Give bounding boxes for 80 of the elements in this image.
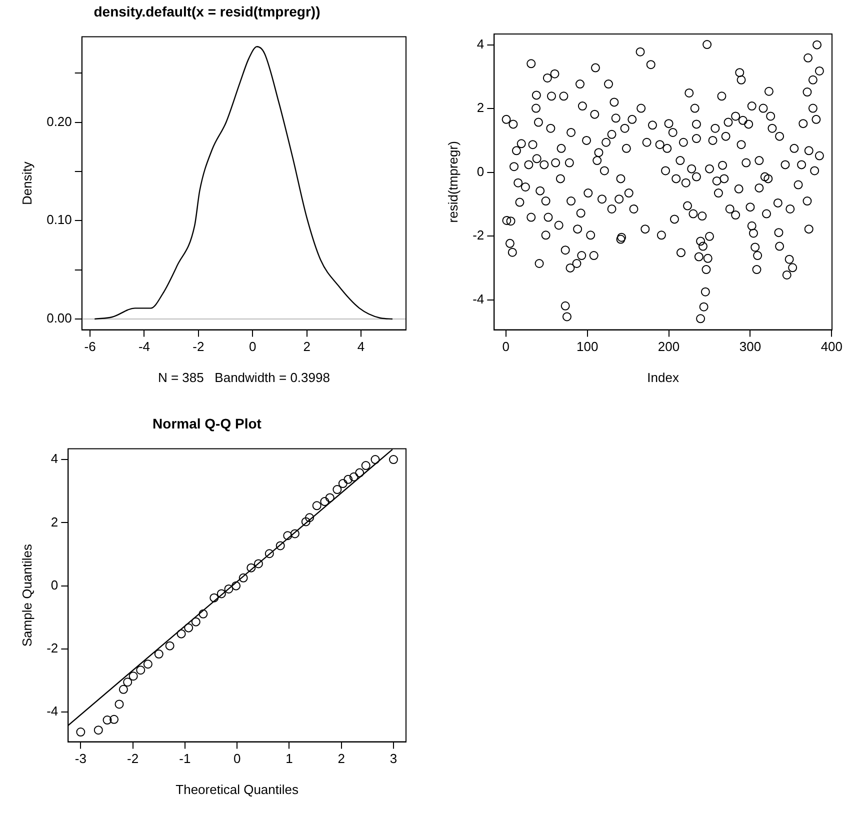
x-tick-label: 2 bbox=[338, 751, 345, 766]
point bbox=[123, 678, 132, 687]
point bbox=[332, 485, 342, 494]
chart-title: density.default(x = resid(tmpregr)) bbox=[94, 3, 320, 20]
point bbox=[370, 455, 380, 464]
y-tick-label: 0 bbox=[476, 164, 484, 179]
y-tick-label: -2 bbox=[46, 640, 58, 656]
point bbox=[238, 573, 248, 582]
y-tick-label: 2 bbox=[476, 100, 484, 116]
point bbox=[165, 641, 174, 650]
point bbox=[246, 563, 256, 572]
point bbox=[216, 589, 226, 598]
point bbox=[276, 541, 285, 550]
point bbox=[110, 714, 119, 724]
point bbox=[102, 716, 112, 725]
x-tick-label: 0 bbox=[233, 751, 241, 766]
point bbox=[344, 474, 353, 484]
point bbox=[94, 726, 103, 735]
point bbox=[355, 468, 364, 478]
point bbox=[154, 650, 164, 659]
line-series bbox=[94, 46, 394, 320]
point bbox=[118, 684, 128, 694]
point bbox=[301, 517, 310, 526]
y-tick-label: 0 bbox=[50, 577, 58, 592]
x-tick-label: 1 bbox=[286, 751, 293, 766]
point bbox=[312, 501, 322, 510]
chart-title: Normal Q-Q Plot bbox=[152, 415, 262, 432]
point bbox=[361, 461, 370, 470]
y-tick-label: -2 bbox=[472, 228, 484, 243]
x-tick-label: -3 bbox=[74, 751, 86, 766]
point bbox=[338, 479, 348, 488]
x-tick-label: 400 bbox=[820, 339, 843, 354]
x-axis-title: Theoretical Quantiles bbox=[176, 782, 299, 797]
point bbox=[176, 629, 186, 638]
point bbox=[283, 531, 292, 540]
point bbox=[325, 493, 334, 502]
point bbox=[114, 700, 124, 709]
y-tick-label: 0.10 bbox=[46, 212, 72, 228]
point bbox=[305, 513, 314, 522]
y-axis-title: resid(tmpregr) bbox=[445, 141, 460, 223]
point bbox=[128, 672, 138, 681]
point bbox=[76, 728, 86, 737]
y-tick-label: 0.20 bbox=[46, 114, 72, 129]
point bbox=[290, 529, 300, 538]
y-tick-label: 2 bbox=[50, 514, 58, 530]
x-tick-label: 2 bbox=[303, 339, 310, 354]
point bbox=[184, 623, 194, 632]
y-tick-label: 4 bbox=[476, 36, 484, 52]
x-axis-title: Index bbox=[647, 370, 680, 385]
y-tick-label: -4 bbox=[46, 704, 58, 719]
x-tick-label: 100 bbox=[576, 339, 598, 354]
point bbox=[136, 666, 146, 675]
point bbox=[232, 581, 241, 590]
point bbox=[320, 497, 330, 506]
x-tick-label: 300 bbox=[739, 339, 762, 354]
y-axis-title: Sample Quantiles bbox=[19, 544, 34, 647]
point bbox=[210, 593, 219, 602]
x-tick-label: 4 bbox=[357, 339, 365, 354]
y-tick-label: -4 bbox=[472, 291, 484, 306]
x-tick-label: 200 bbox=[658, 339, 680, 354]
x-axis-title: N = 385 Bandwidth = 0.3998 bbox=[158, 370, 330, 385]
point bbox=[143, 660, 152, 669]
x-tick-label: -4 bbox=[138, 339, 150, 354]
point bbox=[254, 559, 263, 568]
y-tick-label: 4 bbox=[50, 451, 58, 466]
point bbox=[191, 617, 200, 626]
x-tick-label: -2 bbox=[127, 751, 139, 766]
y-axis-title: Density bbox=[19, 161, 34, 205]
x-tick-label: 0 bbox=[249, 339, 256, 354]
x-tick-label: -1 bbox=[179, 751, 191, 766]
point bbox=[224, 584, 234, 594]
point bbox=[264, 549, 274, 558]
x-tick-label: -2 bbox=[192, 339, 204, 354]
x-tick-label: -6 bbox=[84, 339, 96, 354]
x-tick-label: 0 bbox=[502, 339, 510, 354]
point bbox=[349, 472, 358, 482]
x-tick-label: 3 bbox=[390, 751, 398, 766]
y-tick-label: 0.00 bbox=[46, 310, 72, 326]
point bbox=[198, 609, 208, 618]
point bbox=[388, 455, 398, 464]
